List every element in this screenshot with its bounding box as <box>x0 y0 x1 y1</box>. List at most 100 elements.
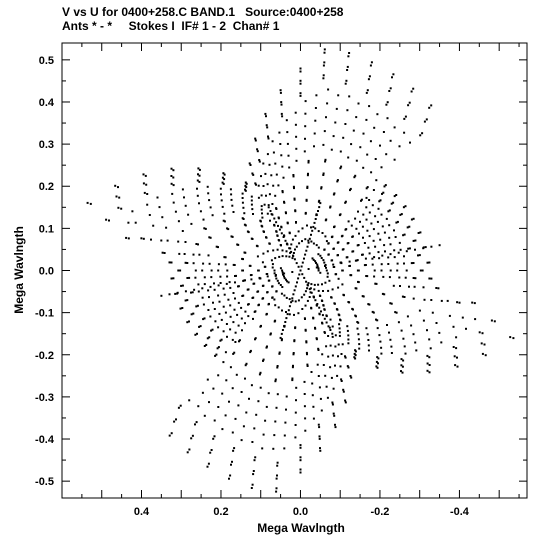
uv-point <box>333 225 336 228</box>
uv-point <box>378 200 381 203</box>
uv-point <box>323 308 326 311</box>
uv-point <box>244 181 247 184</box>
uv-point <box>288 255 291 258</box>
uv-point <box>292 252 295 254</box>
uv-point <box>428 371 431 374</box>
uv-point <box>206 185 209 188</box>
uv-point <box>380 263 383 266</box>
uv-point <box>226 335 228 338</box>
uv-point <box>383 293 386 296</box>
uv-point <box>217 374 220 377</box>
uv-point <box>315 214 318 216</box>
uv-point <box>295 386 298 389</box>
uv-point <box>273 223 276 226</box>
uv-point <box>223 173 226 176</box>
uv-point <box>299 82 302 85</box>
uv-point <box>385 153 388 156</box>
uv-point <box>313 145 315 148</box>
uv-point <box>274 380 277 383</box>
uv-point <box>304 137 306 140</box>
uv-point <box>354 350 357 353</box>
uv-point <box>254 310 257 313</box>
uv-point <box>293 289 296 292</box>
uv-point <box>275 487 278 490</box>
uv-point <box>389 302 392 305</box>
uv-point <box>191 434 194 437</box>
uv-point <box>355 227 358 230</box>
uv-point <box>306 185 309 188</box>
uv-point <box>195 421 198 424</box>
uv-point <box>172 201 175 204</box>
uv-point <box>392 73 395 76</box>
uv-point <box>229 188 232 191</box>
y-tick-label: 0.0 <box>39 266 54 278</box>
uv-point <box>315 244 318 247</box>
uv-point <box>268 193 271 196</box>
uv-point <box>319 397 322 400</box>
uv-point <box>412 262 415 264</box>
uv-point <box>217 284 220 287</box>
uv-point <box>330 296 333 299</box>
uv-point <box>299 444 302 447</box>
uv-point <box>430 104 433 107</box>
uv-point <box>402 359 405 362</box>
uv-point <box>334 423 336 426</box>
uv-point <box>238 340 240 343</box>
uv-point <box>361 253 364 256</box>
uv-point <box>315 94 318 97</box>
uv-point <box>341 343 344 346</box>
uv-point <box>346 69 349 71</box>
uv-point <box>354 357 357 360</box>
uv-point <box>232 352 235 355</box>
uv-point <box>367 303 370 306</box>
uv-point <box>285 250 288 253</box>
uv-point <box>286 313 289 316</box>
uv-point <box>365 91 368 94</box>
uv-point <box>323 61 326 64</box>
uv-point <box>357 102 360 105</box>
uv-point <box>402 337 405 340</box>
uv-point <box>355 116 358 119</box>
uv-point <box>177 269 180 272</box>
uv-point <box>305 249 308 252</box>
uv-point <box>150 238 152 241</box>
uv-point <box>382 275 385 278</box>
uv-point <box>293 198 296 201</box>
uv-point <box>293 258 296 261</box>
y-tick-label: 0.3 <box>39 139 54 151</box>
uv-point <box>349 274 352 277</box>
uv-point <box>372 311 375 314</box>
uv-point <box>319 449 322 452</box>
x-tick-label: -0.4 <box>450 506 470 518</box>
uv-point <box>293 339 296 342</box>
uv-point <box>166 239 169 242</box>
uv-point <box>295 399 297 402</box>
uv-point <box>407 247 410 250</box>
uv-point <box>197 405 200 408</box>
uv-point <box>186 262 189 264</box>
uv-point <box>418 309 421 312</box>
uv-point <box>143 191 146 194</box>
uv-point <box>347 342 350 345</box>
uv-point <box>203 283 206 286</box>
uv-point <box>490 319 493 322</box>
uv-point <box>454 364 457 367</box>
uv-point <box>378 257 381 260</box>
uv-point <box>358 232 360 235</box>
uv-point <box>250 487 253 489</box>
uv-point <box>228 281 231 284</box>
uv-point <box>233 447 236 450</box>
uv-point <box>275 277 278 280</box>
uv-point <box>329 205 332 208</box>
uv-point <box>221 392 224 395</box>
uv-point <box>286 280 289 283</box>
uv-point <box>215 245 218 248</box>
uv-point <box>331 401 334 404</box>
uv-point <box>340 262 343 265</box>
uv-point <box>340 378 343 381</box>
uv-point <box>435 287 438 289</box>
uv-point <box>283 325 286 327</box>
uv-point <box>401 365 404 368</box>
uv-point <box>329 344 332 347</box>
y-tick-label: 0.2 <box>39 181 54 193</box>
